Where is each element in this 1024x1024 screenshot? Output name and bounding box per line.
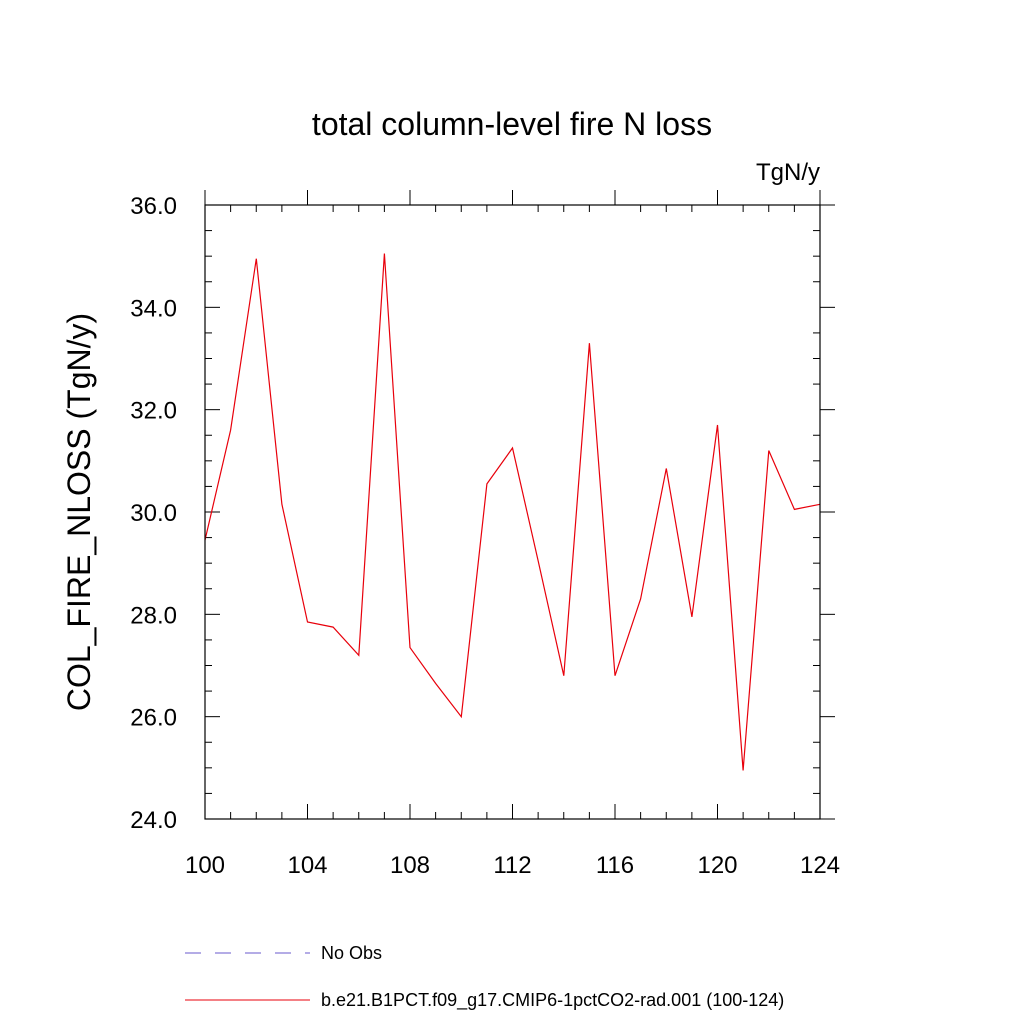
y-axis-label: COL_FIRE_NLOSS (TgN/y) <box>61 313 97 711</box>
x-tick-label: 104 <box>287 852 327 879</box>
units-label: TgN/y <box>756 159 820 186</box>
y-tick-label: 28.0 <box>130 602 177 629</box>
legend-label-no-obs: No Obs <box>321 943 382 963</box>
y-tick-label: 24.0 <box>130 807 177 834</box>
chart-title: total column-level fire N loss <box>312 106 712 142</box>
tick-labels: 100 104 108 112 116 120 124 24.0 26.0 28.0 30.0 32.… <box>130 193 840 879</box>
legend: No Obs b.e21.B1PCT.f09_g17.CMIP6-1pctCO2… <box>185 943 784 1011</box>
y-tick-label: 34.0 <box>130 295 177 322</box>
x-tick-label: 112 <box>493 852 531 879</box>
x-tick-label: 120 <box>697 852 737 879</box>
legend-label-series: b.e21.B1PCT.f09_g17.CMIP6-1pctCO2-rad.00… <box>321 990 784 1011</box>
x-tick-label: 108 <box>390 852 430 879</box>
axis-ticks <box>204 190 835 820</box>
plot-frame <box>204 204 821 820</box>
y-tick-label: 36.0 <box>130 193 177 220</box>
y-tick-label: 32.0 <box>130 398 177 425</box>
series-line <box>204 253 821 771</box>
series-layer <box>204 253 821 771</box>
x-tick-label: 116 <box>596 852 634 879</box>
x-tick-label: 100 <box>185 852 225 879</box>
y-tick-label: 30.0 <box>130 500 177 527</box>
y-tick-label: 26.0 <box>130 705 177 732</box>
x-tick-label: 124 <box>800 852 840 879</box>
